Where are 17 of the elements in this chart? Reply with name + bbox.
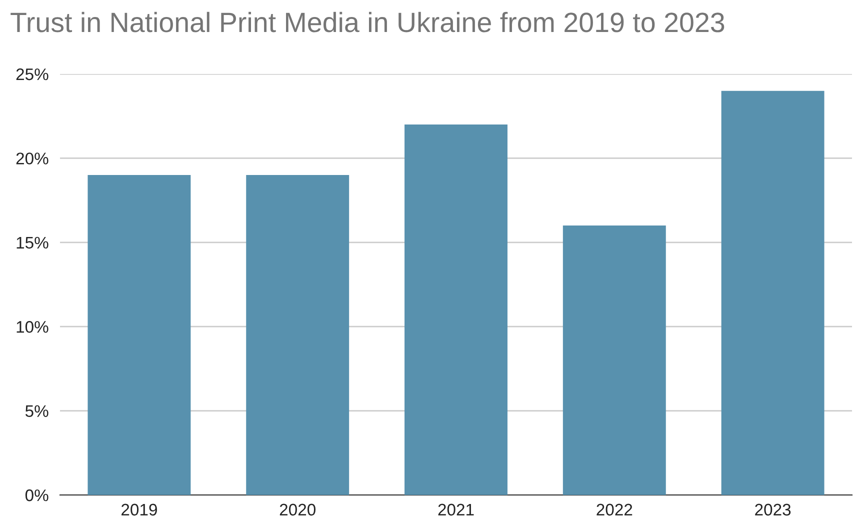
x-tick-label: 2020 xyxy=(280,504,316,516)
x-tick-label: 2022 xyxy=(596,504,632,516)
y-tick-label: 5% xyxy=(25,405,48,418)
y-tick-label: 15% xyxy=(16,236,48,249)
y-tick-label: 10% xyxy=(16,321,48,333)
bar xyxy=(88,175,191,495)
y-tick-label: 20% xyxy=(16,152,48,164)
x-tick-label: 2021 xyxy=(438,504,474,516)
bar xyxy=(562,226,666,495)
bar xyxy=(246,175,350,495)
bar xyxy=(404,124,508,495)
x-tick-label: 2019 xyxy=(122,504,157,516)
y-tick-label: 25% xyxy=(16,68,48,80)
y-tick-label: 0% xyxy=(25,489,48,502)
chart-title: Trust in National Print Media in Ukraine from 2019 to 2023 xyxy=(10,12,724,32)
x-tick-label: 2023 xyxy=(755,504,791,516)
bar xyxy=(721,90,824,495)
